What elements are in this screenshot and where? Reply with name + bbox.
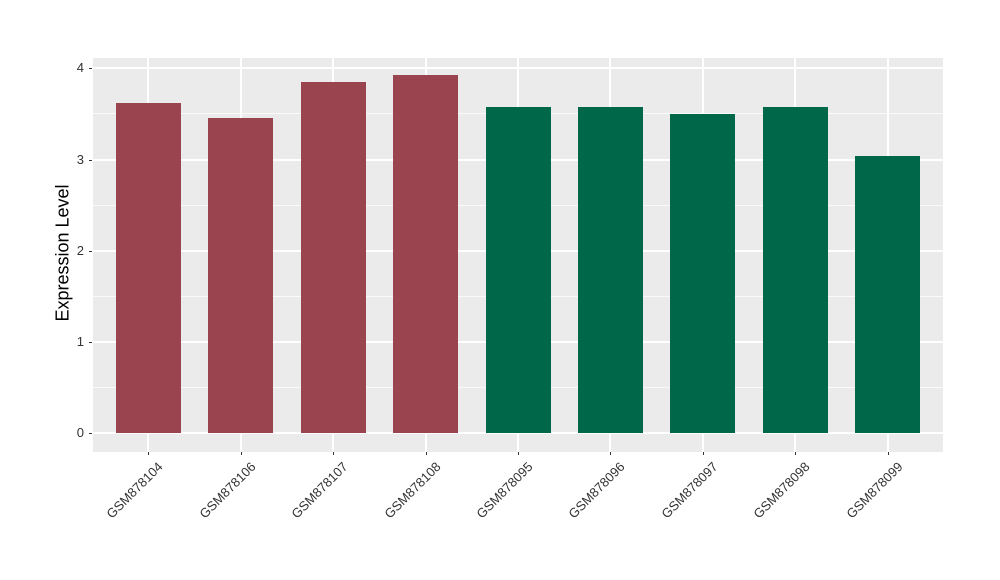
bar-GSM878104 bbox=[115, 102, 181, 434]
y-tick-label-3: 3 bbox=[76, 151, 84, 167]
plot-panel bbox=[93, 58, 943, 452]
x-tick-label-GSM878097: GSM878097 bbox=[658, 459, 721, 522]
bar-GSM878095 bbox=[485, 106, 551, 434]
bar-GSM878108 bbox=[393, 74, 459, 434]
x-tick-mark-GSM878107 bbox=[333, 452, 335, 455]
y-axis-title: Expression Level bbox=[52, 184, 73, 322]
x-tick-mark-GSM878108 bbox=[425, 452, 427, 455]
bar-GSM878097 bbox=[670, 113, 736, 434]
bar-GSM878106 bbox=[208, 117, 274, 434]
y-tick-label-4: 4 bbox=[76, 60, 84, 76]
y-tick-mark-2 bbox=[89, 250, 92, 252]
y-tick-mark-4 bbox=[89, 68, 92, 70]
x-tick-label-GSM878106: GSM878106 bbox=[196, 459, 259, 522]
x-tick-label-GSM878107: GSM878107 bbox=[288, 459, 351, 522]
y-tick-label-1: 1 bbox=[76, 334, 84, 350]
x-tick-label-GSM878108: GSM878108 bbox=[380, 459, 444, 522]
x-tick-mark-GSM878106 bbox=[240, 452, 242, 455]
x-tick-mark-GSM878097 bbox=[702, 452, 704, 455]
x-tick-label-GSM878096: GSM878096 bbox=[565, 459, 629, 522]
x-tick-mark-GSM878096 bbox=[610, 452, 612, 455]
y-tick-mark-0 bbox=[89, 433, 92, 435]
y-tick-label-0: 0 bbox=[76, 425, 84, 441]
bar-GSM878107 bbox=[300, 81, 366, 434]
bar-GSM878098 bbox=[762, 106, 828, 434]
x-tick-label-GSM878095: GSM878095 bbox=[473, 459, 536, 522]
x-tick-label-GSM878104: GSM878104 bbox=[103, 459, 167, 522]
y-tick-mark-1 bbox=[89, 342, 92, 344]
bar-GSM878096 bbox=[577, 106, 643, 434]
y-tick-label-2: 2 bbox=[76, 242, 84, 258]
x-tick-mark-GSM878104 bbox=[148, 452, 150, 455]
x-tick-label-GSM878098: GSM878098 bbox=[750, 459, 813, 522]
x-tick-label-GSM878099: GSM878099 bbox=[842, 459, 906, 522]
bar-GSM878099 bbox=[855, 155, 921, 434]
y-tick-mark-3 bbox=[89, 159, 92, 161]
x-tick-mark-GSM878098 bbox=[795, 452, 797, 455]
x-tick-mark-GSM878099 bbox=[887, 452, 889, 455]
x-tick-mark-GSM878095 bbox=[518, 452, 519, 455]
